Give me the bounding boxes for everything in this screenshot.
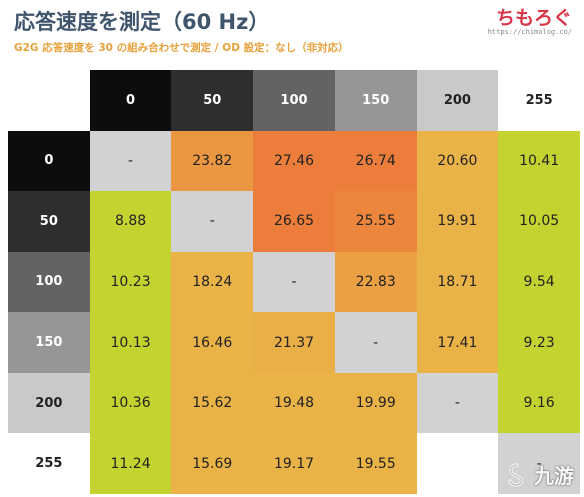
value-cell: 17.41 (416, 312, 499, 373)
corner-cell (8, 70, 90, 131)
col-header-150: 150 (334, 70, 417, 131)
col-header-200: 200 (416, 70, 499, 131)
nine-game-logo-icon (508, 462, 523, 487)
value-cell: 16.46 (171, 312, 254, 373)
value-cell: 15.62 (171, 372, 254, 434)
row-header-255: 255 (8, 433, 90, 494)
value-cell: 23.82 (171, 130, 254, 192)
row-header-100: 100 (8, 251, 90, 313)
brand-url: https://chimolog.co/ (487, 28, 572, 36)
col-header-255: 255 (498, 70, 580, 131)
row-header-150: 150 (8, 312, 90, 373)
value-cell: 10.41 (498, 130, 580, 192)
row-header-0: 0 (8, 130, 90, 192)
value-cell: 18.24 (171, 251, 254, 313)
watermark-text: 九游 (534, 464, 574, 488)
brand-logo: ちもろぐ https://chimolog.co/ (488, 8, 572, 36)
watermark: 九游 (504, 460, 574, 489)
value-cell: 8.88 (89, 191, 172, 252)
diagonal-cell: - (171, 191, 254, 252)
value-cell: 22.83 (334, 251, 417, 313)
value-cell: 10.13 (89, 312, 172, 373)
col-header-50: 50 (171, 70, 254, 131)
value-cell: 26.74 (334, 130, 417, 192)
value-cell: 10.05 (498, 191, 580, 252)
value-cell: 19.99 (334, 372, 417, 434)
value-cell: 19.17 (253, 433, 335, 494)
diagonal-cell: - (89, 130, 172, 192)
value-cell: 9.54 (498, 251, 580, 313)
value-cell: 10.36 (89, 372, 172, 434)
value-cell: 19.55 (334, 433, 417, 494)
diagonal-cell: - (253, 251, 335, 313)
page-subtitle: G2G 応答速度を 30 の組み合わせで測定 / OD 設定：なし（非対応） (14, 42, 349, 54)
value-cell: 20.60 (416, 130, 499, 192)
value-cell: 19.91 (416, 191, 499, 252)
value-cell: 25.55 (334, 191, 417, 252)
brand-name: ちもろぐ (495, 7, 572, 29)
row-header-200: 200 (8, 372, 90, 434)
empty-cell (416, 433, 499, 494)
value-cell: 11.24 (89, 433, 172, 494)
col-header-0: 0 (89, 70, 172, 131)
diagonal-cell: - (334, 312, 417, 373)
row-header-50: 50 (8, 191, 90, 252)
col-header-100: 100 (253, 70, 335, 131)
value-cell: 26.65 (253, 191, 335, 252)
value-cell: 18.71 (416, 251, 499, 313)
value-cell: 10.23 (89, 251, 172, 313)
value-cell: 15.69 (171, 433, 254, 494)
page-title: 応答速度を測定（60 Hz） (14, 10, 270, 34)
value-cell: 19.48 (253, 372, 335, 434)
value-cell: 9.23 (498, 312, 580, 373)
value-cell: 27.46 (253, 130, 335, 192)
value-cell: 9.16 (498, 372, 580, 434)
diagonal-cell: - (416, 372, 499, 434)
value-cell: 21.37 (253, 312, 335, 373)
response-time-heatmap: 0 50 100 150 200 255 0-23.82 27.46 26.74 20.60 10.… (8, 70, 580, 494)
